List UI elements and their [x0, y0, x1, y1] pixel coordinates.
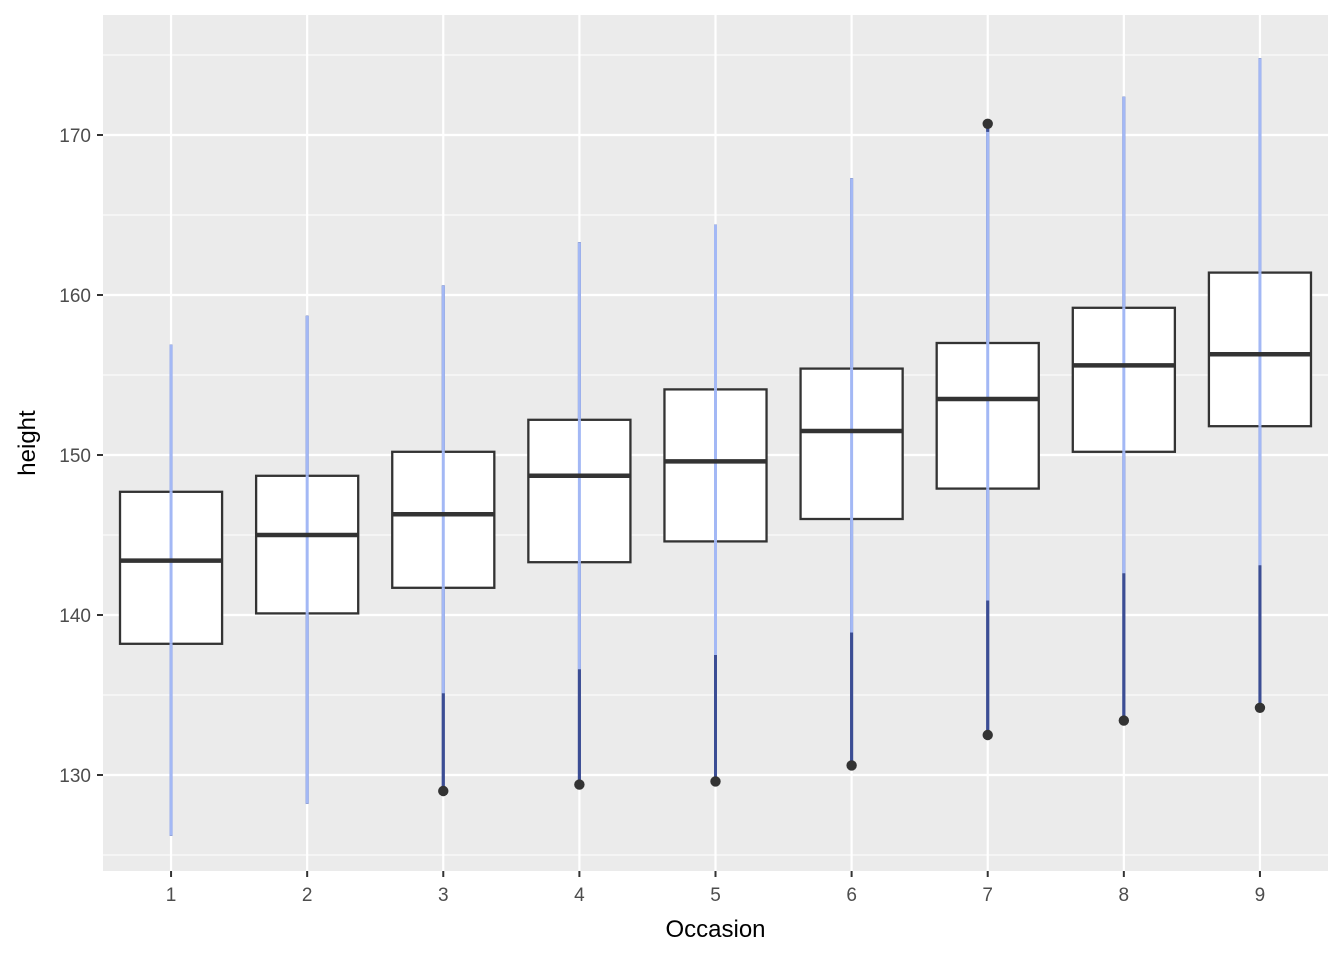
y-axis: 130 140 150 160 170 [59, 126, 103, 787]
box-7 [935, 123, 1040, 735]
x-tick-label: 1 [166, 885, 177, 906]
x-tick-label: 2 [302, 885, 313, 906]
y-tick-label: 150 [59, 446, 91, 467]
y-tick-label: 130 [59, 766, 91, 787]
x-axis-title: Occasion [665, 916, 765, 943]
y-tick-label: 170 [59, 126, 91, 147]
box-5 [663, 224, 768, 782]
outlier-point [982, 118, 993, 129]
outlier-point [1254, 702, 1266, 713]
x-tick-label: 5 [710, 885, 721, 906]
outlier-point [710, 776, 721, 787]
box-3 [391, 285, 496, 791]
x-tick-label: 4 [574, 885, 585, 906]
outlier-point [574, 779, 585, 790]
y-axis-title: height [14, 410, 41, 476]
boxes [118, 58, 1313, 836]
y-tick-label: 140 [59, 606, 91, 627]
outliers [438, 118, 1266, 797]
outlier-point [1118, 715, 1130, 726]
x-tick-label: 3 [438, 885, 449, 906]
x-tick-label: 8 [1119, 885, 1130, 906]
outlier-point [438, 785, 449, 797]
x-tick-label: 9 [1255, 885, 1266, 906]
x-axis: 1 2 3 4 5 6 7 8 9 [166, 871, 1265, 906]
box-2 [254, 315, 360, 804]
box-4 [527, 242, 632, 785]
x-tick-label: 6 [846, 885, 857, 906]
box-6 [799, 178, 904, 766]
y-tick-label: 160 [59, 286, 91, 307]
x-tick-label: 7 [982, 885, 993, 906]
box-9 [1207, 58, 1313, 708]
outlier-point [982, 729, 993, 741]
box-1 [118, 344, 224, 836]
box-8 [1071, 96, 1177, 721]
outlier-point [846, 760, 857, 771]
